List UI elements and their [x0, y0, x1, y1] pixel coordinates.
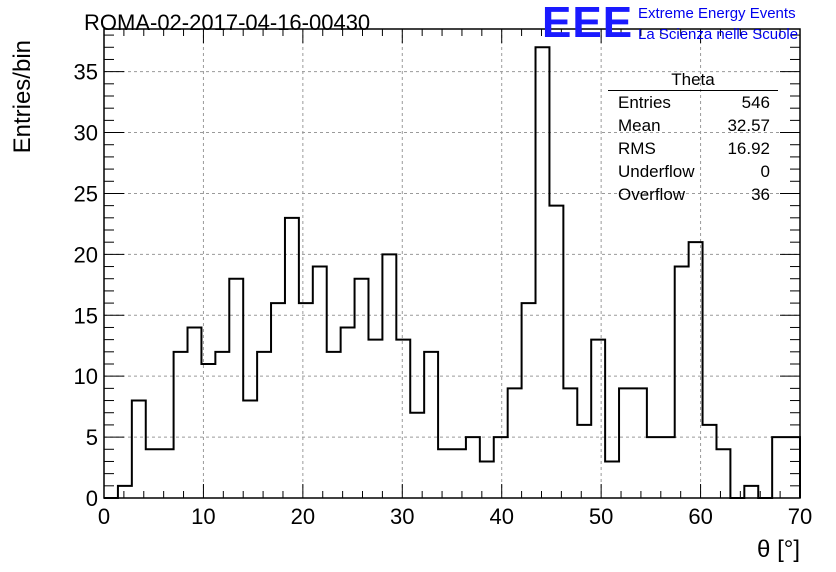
stats-box: Theta Entries 546 Mean 32.57 RMS 16.92 U…	[608, 70, 778, 206]
eee-logo: EEE Extreme Energy Events La Scienza nel…	[542, 0, 832, 47]
stats-label: RMS	[618, 139, 656, 158]
x-tick-label: 40	[489, 504, 513, 529]
stats-row: Overflow 36	[608, 183, 778, 206]
y-tick-label: 35	[74, 60, 98, 85]
y-tick-label: 0	[86, 486, 98, 511]
histogram-line	[104, 46, 801, 499]
x-axis-label: θ [°]	[757, 536, 800, 563]
stats-row: Entries 546	[608, 91, 778, 114]
stats-row: Mean 32.57	[608, 114, 778, 137]
stats-value: 36	[751, 185, 770, 204]
y-tick-labels: 0 5 10 15 20 25 30 35	[74, 60, 98, 511]
y-tick-label: 15	[74, 303, 98, 328]
stats-label: Overflow	[618, 185, 686, 204]
grid-lines	[104, 29, 800, 498]
stats-value: 0	[760, 162, 770, 181]
stats-label: Mean	[618, 116, 661, 135]
y-tick-label: 20	[74, 242, 98, 267]
y-tick-label: 10	[74, 364, 98, 389]
stats-value: 546	[741, 93, 770, 112]
x-tick-label: 60	[688, 504, 712, 529]
x-tick-label: 20	[291, 504, 315, 529]
stats-value: 16.92	[727, 139, 770, 158]
stats-label: Entries	[618, 93, 671, 112]
eee-logo-mark: EEE	[542, 0, 634, 47]
y-axis-label: Entries/bin	[9, 40, 36, 153]
x-tick-label: 0	[98, 504, 110, 529]
y-tick-label: 25	[74, 181, 98, 206]
plot-frame	[103, 28, 801, 499]
y-tick-label: 30	[74, 121, 98, 146]
stats-label: Underflow	[618, 162, 695, 181]
stats-value: 32.57	[727, 116, 770, 135]
logo-line-1: Extreme Energy Events	[638, 5, 796, 22]
y-tick-label: 5	[86, 425, 98, 450]
x-tick-label: 70	[788, 504, 812, 529]
plot-title: ROMA-02-2017-04-16-00430	[84, 10, 371, 35]
stats-row: RMS 16.92	[608, 137, 778, 160]
x-tick-labels: 0 10 20 30 40 50 60 70	[98, 504, 812, 529]
x-tick-label: 30	[390, 504, 414, 529]
axis-ticks	[103, 29, 801, 499]
stats-row: Underflow 0	[608, 160, 778, 183]
x-tick-label: 50	[589, 504, 613, 529]
logo-line-2: La Scienza nelle Scuole	[638, 26, 799, 43]
x-tick-label: 10	[191, 504, 215, 529]
stats-title: Theta	[608, 70, 778, 91]
